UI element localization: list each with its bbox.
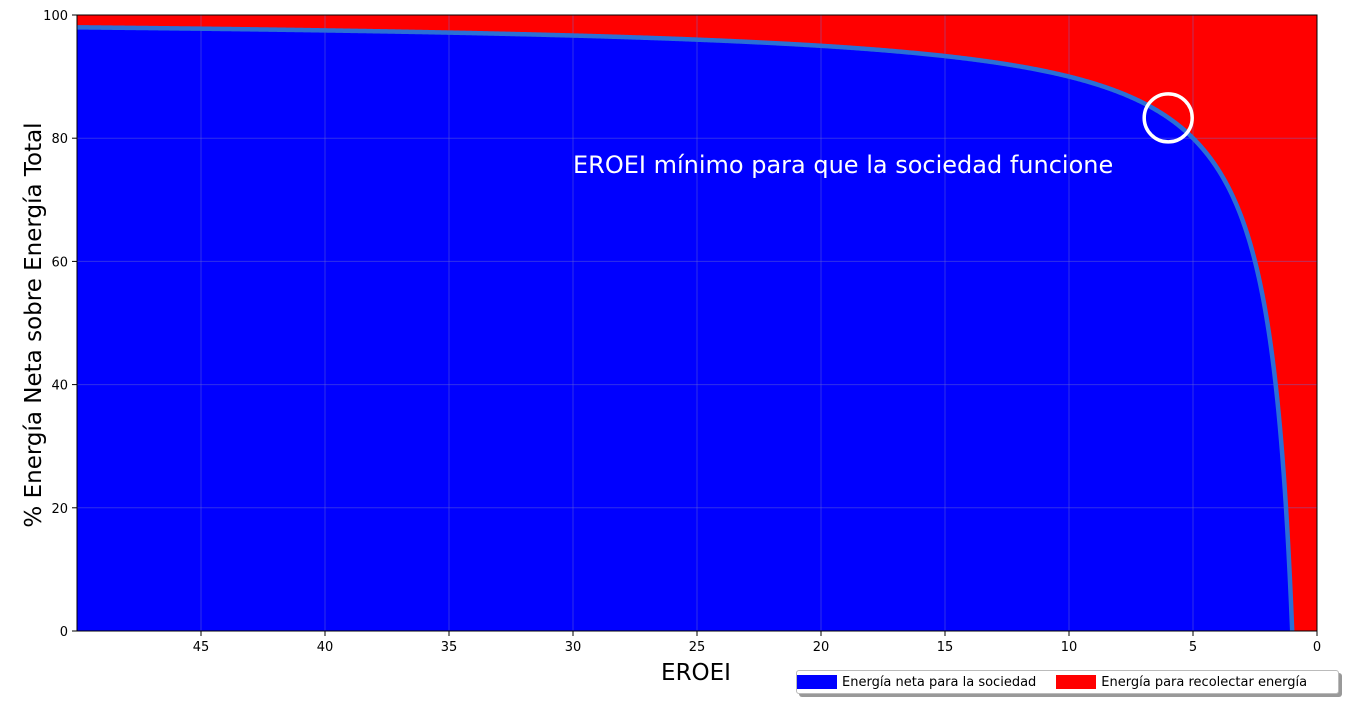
x-tick-label: 25 [689, 640, 706, 655]
legend-swatch-blue [797, 675, 837, 689]
x-tick-label: 5 [1189, 640, 1197, 655]
legend: Energía neta para la sociedad Energía pa… [796, 670, 1339, 694]
minimum-eroei-marker [1142, 92, 1194, 144]
x-tick-label: 40 [317, 640, 334, 655]
net-energy-area [77, 27, 1293, 631]
x-tick-label: 30 [565, 640, 582, 655]
y-tick-label: 80 [51, 132, 68, 147]
minimum-eroei-annotation: EROEI mínimo para que la sociedad funcio… [573, 151, 1113, 179]
x-tick-label: 0 [1313, 640, 1321, 655]
x-tick-label: 15 [937, 640, 954, 655]
x-tick-label: 45 [193, 640, 210, 655]
legend-item-net-energy: Energía neta para la sociedad [797, 675, 1036, 690]
legend-label-collection-energy: Energía para recolectar energía [1101, 674, 1308, 690]
x-tick-label: 35 [441, 640, 458, 655]
x-axis-ticks: 45 40 35 30 25 20 15 10 5 0 [193, 631, 1321, 655]
y-tick-label: 0 [60, 625, 68, 640]
x-axis-label: EROEI [661, 660, 731, 686]
plot-area: EROEI mínimo para que la sociedad funcio… [76, 14, 1318, 632]
x-tick-label: 20 [813, 640, 830, 655]
y-tick-label: 100 [43, 9, 68, 24]
x-tick-label: 10 [1061, 640, 1078, 655]
net-energy-curve [76, 25, 1295, 632]
y-axis-ticks: 0 20 40 60 80 100 [43, 9, 77, 640]
y-axis-label: % Energía Neta sobre Energía Total [21, 122, 47, 527]
y-tick-label: 20 [51, 502, 68, 517]
legend-swatch-red [1056, 675, 1097, 689]
y-tick-label: 60 [51, 255, 68, 270]
legend-item-collection-energy: Energía para recolectar energía [1056, 675, 1307, 690]
legend-label-net-energy: Energía neta para la sociedad [842, 674, 1037, 690]
y-tick-label: 40 [51, 379, 68, 394]
